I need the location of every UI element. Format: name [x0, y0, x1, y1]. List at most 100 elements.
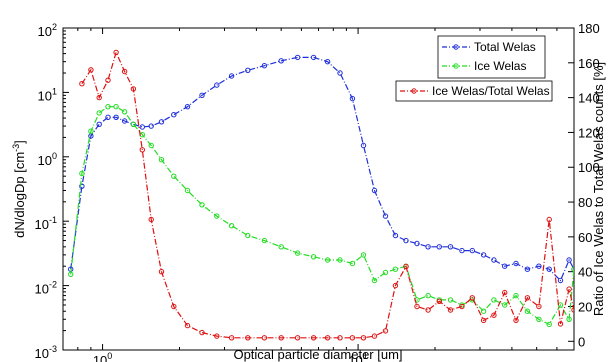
data-point: [436, 298, 442, 304]
data-point: [513, 317, 519, 324]
data-point: [524, 266, 531, 272]
data-point: [337, 257, 343, 263]
data-point: [228, 73, 235, 79]
x-tick-label-exp: 0: [107, 351, 112, 361]
y-left-tick-label: 101: [38, 86, 57, 103]
y-right-tick-label: 60: [578, 230, 592, 245]
data-point: [392, 232, 399, 239]
data-point: [513, 260, 519, 267]
data-point: [148, 142, 154, 149]
data-point: [105, 114, 111, 121]
data-point: [425, 307, 431, 313]
data-point: [245, 67, 251, 74]
data-point: [171, 173, 177, 179]
x-tick-label: 100: [93, 351, 112, 362]
data-point: [546, 266, 552, 272]
data-point: [459, 247, 465, 254]
y-left-tick-label-base: 10: [35, 282, 49, 297]
legend-marker: [453, 63, 459, 69]
data-point: [491, 312, 497, 318]
y-left-tick-label: 10-1: [35, 215, 57, 232]
data-point: [469, 295, 475, 301]
data-point: [459, 303, 465, 310]
data-point: [171, 303, 177, 310]
y-axis-label-left-sup: -3: [11, 144, 21, 152]
data-point: [158, 269, 165, 275]
series-line: [70, 106, 574, 326]
data-point: [158, 157, 165, 163]
data-point: [261, 335, 268, 341]
data-point: [403, 263, 409, 270]
data-point: [96, 121, 102, 128]
data-point: [436, 244, 442, 250]
data-point: [310, 335, 317, 341]
data-point: [480, 317, 487, 324]
data-point: [337, 335, 343, 341]
data-point: [148, 123, 154, 129]
y-left-tick-label-base: 10: [38, 24, 52, 39]
data-point: [79, 170, 85, 177]
y-axis-label-left-end: ]: [12, 140, 27, 144]
data-point: [425, 244, 431, 250]
data-point: [371, 277, 378, 284]
data-point: [171, 112, 177, 118]
y-left-tick-label: 10-3: [35, 344, 57, 361]
data-point: [360, 252, 367, 258]
legend-entry-ice-welas: Ice Welas: [442, 59, 526, 73]
data-point: [105, 104, 111, 110]
data-point: [480, 308, 487, 314]
data-point: [130, 121, 137, 128]
axis-ticks: 100 10110-310-210-11001011020204060801001…: [35, 21, 600, 362]
data-point: [502, 289, 508, 296]
data-point: [261, 237, 268, 244]
data-point: [88, 128, 94, 134]
data-point: [513, 292, 519, 299]
y-right-tick-label: 120: [578, 125, 600, 140]
data-point: [158, 119, 165, 125]
data-point: [524, 308, 531, 314]
data-point: [571, 307, 574, 313]
data-point: [184, 187, 191, 194]
y-left-tick-label-exp: 2: [52, 22, 57, 32]
y-right-tick-label: 180: [578, 21, 600, 36]
data-point: [148, 216, 154, 223]
data-point: [447, 297, 454, 303]
legend: Total Welas Ice Welas Ice Welas/Total Wela…: [395, 35, 553, 102]
data-point: [324, 335, 331, 341]
series-1: [68, 54, 574, 284]
y-right-tick-label: 40: [578, 265, 592, 280]
legend-label: Ice Welas/Total Welas: [432, 84, 550, 98]
data-point: [371, 187, 378, 194]
legend-box-right-axis: [395, 80, 553, 102]
data-point: [121, 109, 128, 115]
data-point: [447, 244, 454, 250]
legend-entry-total-welas: Total Welas: [442, 40, 536, 54]
data-point: [261, 62, 268, 69]
x-tick-label-base: 10: [348, 353, 362, 362]
data-point: [349, 335, 356, 341]
data-point: [536, 263, 542, 269]
data-point: [546, 321, 552, 328]
data-point: [566, 286, 572, 292]
data-point: [228, 223, 235, 229]
y-left-tick-label: 102: [38, 22, 57, 39]
data-point: [524, 295, 531, 301]
legend-entry-ratio: Ice Welas/Total Welas: [400, 84, 550, 98]
data-point: [214, 213, 220, 219]
data-point: [382, 213, 389, 219]
data-point: [360, 335, 367, 341]
data-point: [79, 81, 85, 87]
data-point: [184, 104, 191, 110]
y-left-tick-label-base: 10: [35, 217, 49, 232]
data-point: [214, 82, 220, 88]
data-point: [278, 244, 284, 250]
data-point: [349, 260, 356, 267]
data-point: [392, 282, 399, 289]
data-point: [130, 86, 137, 92]
x-axis-label: Optical particle diameter [um]: [233, 347, 402, 362]
y-axis-label-left-main: dN/dlogDp [cm: [12, 152, 27, 238]
y-left-tick-label-exp: -2: [49, 280, 57, 290]
y-right-tick-label: 140: [578, 91, 600, 106]
y-left-tick-label-base: 10: [38, 88, 52, 103]
